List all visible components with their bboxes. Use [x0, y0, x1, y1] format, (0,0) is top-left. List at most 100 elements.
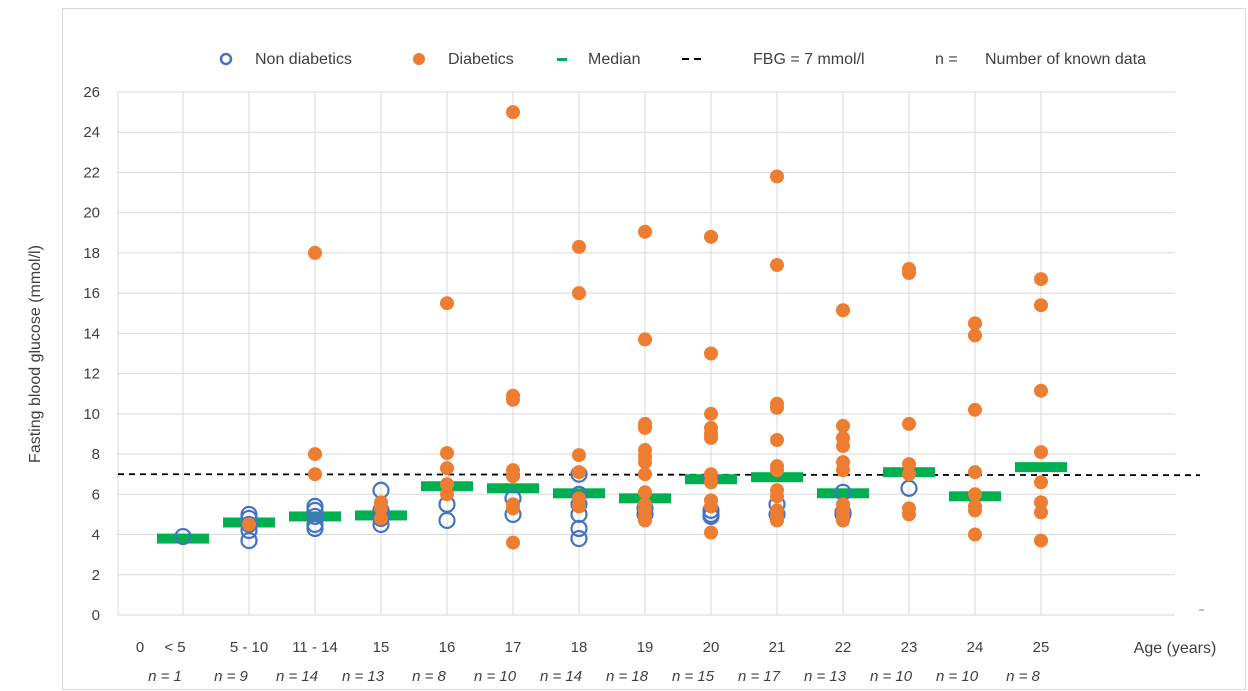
diabetic-point: [968, 465, 982, 480]
median-bar: [487, 483, 539, 494]
diabetic-point: [1034, 495, 1048, 510]
legend-median-marker: [557, 58, 567, 61]
diabetic-point: [308, 447, 322, 462]
n-label: n = 10: [474, 668, 517, 685]
legend-n-label: Number of known data: [985, 51, 1146, 68]
chart-frame: [62, 8, 1246, 690]
x-tick-label: 18: [571, 639, 588, 656]
diabetic-point: [968, 527, 982, 542]
diabetic-point: [836, 439, 850, 454]
n-label: n = 10: [936, 668, 979, 685]
legend-median-label: Median: [588, 51, 640, 68]
diabetic-point: [770, 432, 784, 447]
diabetic-point: [638, 224, 652, 239]
diabetic-point: [704, 406, 718, 421]
x-tick-label: 16: [439, 639, 456, 656]
legend-non-diabetic-label: Non diabetics: [255, 51, 352, 68]
diabetic-point: [968, 503, 982, 518]
x-axis-title: Age (years): [1134, 640, 1217, 657]
diabetic-point: [704, 346, 718, 361]
x-origin-label: 0: [136, 639, 144, 656]
n-label: n = 8: [1006, 668, 1040, 685]
diabetic-point: [770, 463, 784, 478]
diabetic-point: [506, 392, 520, 407]
diabetic-point: [902, 507, 916, 522]
diabetic-point: [704, 229, 718, 244]
diabetic-point: [572, 239, 586, 254]
non-diabetic-point: [570, 519, 588, 538]
diabetic-point: [968, 316, 982, 331]
x-tick-label: 19: [637, 639, 654, 656]
y-tick-label: 10: [83, 406, 100, 423]
n-label: n = 15: [672, 668, 715, 685]
y-tick-label: 12: [83, 366, 100, 383]
gridlines: [117, 91, 1175, 616]
x-tick-label: 20: [703, 639, 720, 656]
y-tick-label: 18: [83, 245, 100, 262]
median-bar: [817, 488, 869, 499]
diabetic-point: [770, 489, 784, 504]
y-tick-label: 24: [83, 124, 100, 141]
x-tick-label: 17: [505, 639, 522, 656]
diabetic-point: [704, 499, 718, 514]
legend-diabetic-marker: [413, 53, 425, 65]
diabetic-point: [968, 328, 982, 343]
diabetic-point: [374, 501, 388, 516]
diabetic-point: [638, 420, 652, 435]
threshold-layer: [117, 473, 1201, 477]
diabetic-point: [638, 485, 652, 500]
n-label: n = 17: [738, 668, 781, 685]
y-tick-label: 2: [92, 567, 100, 584]
x-tick-label: 22: [835, 639, 852, 656]
y-axis-title: Fasting blood glucose (mmol/l): [27, 245, 44, 463]
y-tick-label: 8: [92, 446, 100, 463]
n-label: n = 8: [412, 668, 446, 685]
legend-non-diabetic-marker: [219, 52, 233, 66]
legend: Non diabetics Diabetics Median FBG = 7 mmol…: [219, 51, 1146, 68]
y-tick-label: 26: [83, 84, 100, 101]
diabetic-point: [638, 455, 652, 470]
legend-n-key: n =: [935, 51, 958, 68]
diabetic-point: [836, 513, 850, 528]
diabetic-point: [770, 513, 784, 528]
diabetic-point: [1034, 272, 1048, 287]
n-label: n = 14: [276, 668, 318, 685]
diabetic-point: [704, 430, 718, 445]
median-layer: [157, 462, 1067, 544]
diabetic-point: [704, 475, 718, 490]
diabetic-point: [506, 105, 520, 120]
threshold-line: [117, 473, 1201, 477]
y-tick-label: 20: [83, 205, 100, 222]
n-label: n = 13: [804, 668, 847, 685]
y-tick-label: 16: [83, 285, 100, 302]
diabetic-point: [308, 245, 322, 260]
x-tick-label: 24: [967, 639, 984, 656]
non-diabetic-point: [174, 527, 192, 546]
y-tick-label: 6: [92, 486, 100, 503]
diabetic-point: [1034, 445, 1048, 460]
diabetic-point: [902, 416, 916, 431]
diabetic-point: [572, 465, 586, 480]
n-label: n = 1: [148, 668, 182, 685]
diabetic-point: [1034, 475, 1048, 490]
x-tick-label: 11 - 14: [292, 639, 338, 656]
diabetic-point: [572, 448, 586, 463]
diabetic-point: [770, 257, 784, 272]
diabetic-point: [836, 303, 850, 318]
median-bar: [157, 533, 209, 544]
n-label: n = 10: [870, 668, 913, 685]
n-label: n = 13: [342, 668, 385, 685]
diabetic-point: [506, 501, 520, 516]
diabetic-point: [440, 461, 454, 476]
diabetic-point: [638, 513, 652, 528]
non-diabetic-point: [306, 507, 324, 526]
diabetic-point: [440, 296, 454, 311]
diabetic-point: [638, 332, 652, 347]
y-tick-label: 0: [92, 607, 100, 624]
diabetic-point: [704, 525, 718, 540]
legend-threshold-label: FBG = 7 mmol/l: [753, 51, 865, 68]
diabetic-point: [572, 499, 586, 514]
diabetic-point: [308, 467, 322, 482]
diabetic-point: [836, 463, 850, 478]
